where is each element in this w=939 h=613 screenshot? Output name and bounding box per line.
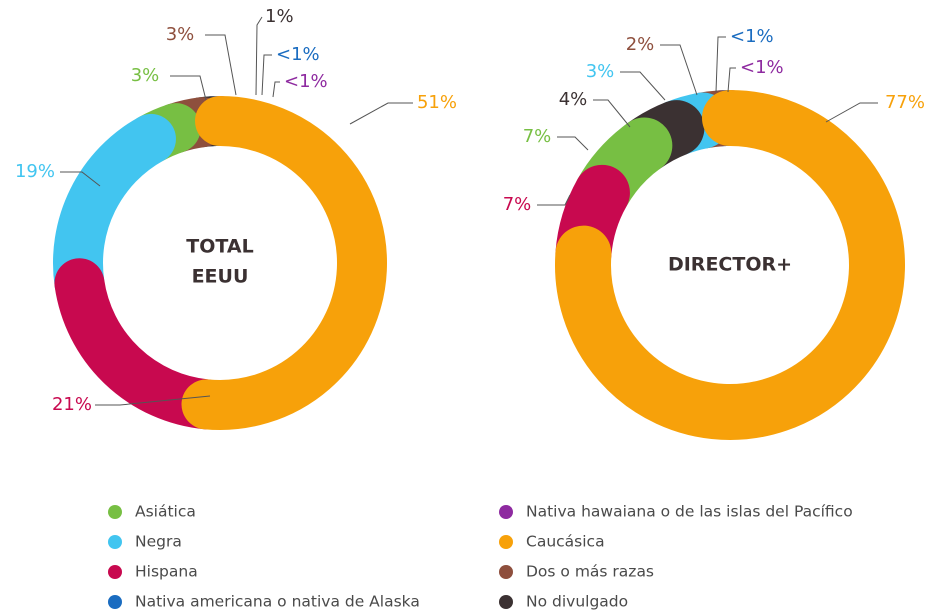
leader-line <box>727 67 736 93</box>
leader-line <box>715 36 726 93</box>
legend-label: No divulgado <box>526 593 628 611</box>
legend-label: Dos o más razas <box>526 563 654 581</box>
legend-label: Nativa hawaiana o de las islas del Pacíf… <box>526 503 853 521</box>
legend-marker <box>108 535 122 549</box>
value-label: <1% <box>276 44 320 65</box>
value-label: 1% <box>265 6 294 27</box>
legend-label: Asiática <box>135 503 196 521</box>
center-label: DIRECTOR+ <box>668 254 792 276</box>
legend-marker <box>499 565 513 579</box>
leader-line <box>205 34 237 96</box>
center-label: TOTAL <box>186 236 253 258</box>
leader-line <box>170 75 207 101</box>
legend-marker <box>108 505 122 519</box>
leader-line <box>60 171 101 187</box>
legend-label: Hispana <box>135 563 198 581</box>
value-label: <1% <box>740 57 784 78</box>
leader-line <box>593 99 631 128</box>
leader-line <box>660 44 698 96</box>
value-label: 7% <box>503 194 532 215</box>
pie-slice <box>555 90 905 440</box>
leader-line <box>537 194 571 206</box>
leader-line <box>557 136 589 151</box>
pie-slice <box>181 96 387 430</box>
leader-line <box>272 81 280 98</box>
value-label: <1% <box>730 26 774 47</box>
leader-line <box>620 71 666 101</box>
center-label: EEUU <box>192 266 249 288</box>
value-label: 4% <box>559 89 588 110</box>
value-label: 19% <box>15 161 55 182</box>
legend-label: Caucásica <box>526 533 605 551</box>
pie-slice <box>54 258 232 430</box>
legend-label: Negra <box>135 533 182 551</box>
value-label: <1% <box>284 71 328 92</box>
value-label: 3% <box>166 24 195 45</box>
legend-marker <box>499 535 513 549</box>
leader-line <box>95 395 211 406</box>
legend-marker <box>499 595 513 609</box>
value-label: 77% <box>885 92 925 113</box>
value-label: 7% <box>523 126 552 147</box>
value-label: 51% <box>417 92 457 113</box>
value-label: 3% <box>586 61 615 82</box>
value-label: 3% <box>131 65 160 86</box>
legend-label: Nativa americana o nativa de Alaska <box>135 593 420 611</box>
leader-line <box>261 54 272 96</box>
leader-line <box>255 16 263 96</box>
legend-marker <box>108 595 122 609</box>
legend-marker <box>499 505 513 519</box>
leader-line <box>825 102 878 123</box>
value-label: 2% <box>626 34 655 55</box>
leader-line <box>349 102 413 125</box>
value-label: 21% <box>52 394 92 415</box>
legend-marker <box>108 565 122 579</box>
